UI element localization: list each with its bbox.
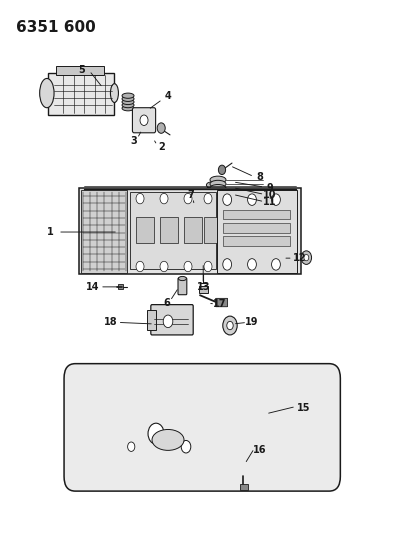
Bar: [130, 192, 216, 269]
Text: 15: 15: [297, 402, 311, 413]
Circle shape: [160, 193, 168, 204]
Text: 1: 1: [47, 227, 53, 237]
Circle shape: [248, 259, 256, 270]
Bar: [136, 217, 154, 243]
Bar: [207, 185, 217, 209]
Circle shape: [184, 193, 192, 204]
Bar: [56, 66, 104, 75]
Ellipse shape: [122, 93, 134, 98]
Text: 19: 19: [245, 317, 259, 327]
Bar: [48, 73, 114, 115]
Circle shape: [272, 259, 280, 270]
Circle shape: [136, 261, 144, 272]
Circle shape: [272, 194, 280, 205]
Text: 7: 7: [188, 190, 195, 200]
Text: 5: 5: [79, 64, 85, 75]
Text: 10: 10: [263, 190, 277, 200]
Text: 8: 8: [257, 172, 264, 182]
Text: 11: 11: [263, 197, 277, 207]
Text: 4: 4: [165, 91, 171, 101]
Ellipse shape: [122, 102, 134, 108]
Circle shape: [223, 259, 232, 270]
Bar: [118, 284, 123, 289]
Text: 16: 16: [253, 446, 267, 455]
Text: 2: 2: [159, 142, 165, 152]
Circle shape: [148, 423, 164, 444]
Circle shape: [163, 315, 173, 328]
Circle shape: [160, 261, 168, 272]
Circle shape: [184, 261, 192, 272]
Text: 18: 18: [104, 317, 118, 327]
FancyBboxPatch shape: [215, 298, 228, 306]
Bar: [184, 217, 202, 243]
Bar: [204, 217, 220, 243]
Bar: [81, 190, 127, 273]
Circle shape: [204, 261, 212, 272]
Ellipse shape: [122, 96, 134, 101]
Ellipse shape: [152, 430, 184, 450]
Bar: [223, 236, 290, 246]
Circle shape: [304, 254, 309, 261]
Circle shape: [227, 321, 233, 330]
Bar: [223, 210, 290, 220]
Text: 6351 600: 6351 600: [16, 20, 96, 35]
Circle shape: [181, 440, 191, 453]
Circle shape: [248, 194, 256, 205]
Circle shape: [204, 193, 212, 204]
Circle shape: [301, 251, 312, 264]
Circle shape: [140, 115, 148, 125]
Text: 3: 3: [131, 136, 137, 146]
Text: 12: 12: [293, 253, 307, 263]
Ellipse shape: [178, 277, 186, 280]
Text: 14: 14: [86, 282, 100, 292]
Text: 6: 6: [164, 298, 171, 308]
FancyBboxPatch shape: [151, 305, 193, 335]
Ellipse shape: [210, 184, 226, 192]
Circle shape: [157, 123, 165, 133]
Ellipse shape: [122, 99, 134, 104]
Circle shape: [223, 316, 237, 335]
Ellipse shape: [210, 176, 226, 183]
FancyBboxPatch shape: [178, 278, 187, 295]
Circle shape: [128, 442, 135, 451]
Text: 9: 9: [266, 183, 273, 193]
Bar: [223, 223, 290, 232]
Text: 17: 17: [213, 299, 226, 309]
Bar: [239, 484, 248, 489]
Bar: [79, 188, 301, 274]
Ellipse shape: [40, 78, 54, 108]
Circle shape: [223, 194, 232, 205]
Bar: [199, 286, 208, 293]
Ellipse shape: [206, 182, 217, 188]
FancyBboxPatch shape: [64, 364, 340, 491]
Text: 13: 13: [196, 282, 210, 292]
FancyBboxPatch shape: [133, 108, 155, 133]
Ellipse shape: [111, 84, 118, 102]
Ellipse shape: [210, 180, 226, 188]
Bar: [217, 190, 297, 273]
Circle shape: [192, 205, 197, 213]
Bar: [160, 217, 178, 243]
Ellipse shape: [122, 106, 134, 111]
Circle shape: [136, 193, 144, 204]
Bar: [147, 310, 156, 330]
Circle shape: [218, 165, 226, 175]
